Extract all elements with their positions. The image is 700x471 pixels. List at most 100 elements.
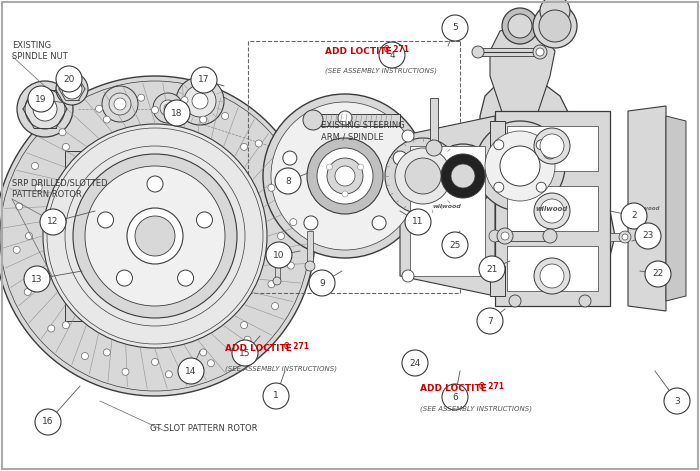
Circle shape bbox=[116, 270, 132, 286]
Text: 3: 3 bbox=[674, 397, 680, 406]
Circle shape bbox=[534, 128, 570, 164]
Circle shape bbox=[0, 76, 315, 396]
Circle shape bbox=[485, 131, 555, 201]
Circle shape bbox=[96, 105, 103, 112]
Circle shape bbox=[536, 140, 546, 150]
Circle shape bbox=[91, 254, 105, 268]
Circle shape bbox=[109, 184, 123, 198]
Bar bbox=[310, 114, 400, 126]
Bar bbox=[507, 246, 598, 291]
Circle shape bbox=[151, 106, 158, 114]
Circle shape bbox=[273, 277, 281, 285]
Circle shape bbox=[73, 184, 87, 198]
Circle shape bbox=[165, 371, 172, 378]
Circle shape bbox=[475, 121, 565, 211]
Bar bbox=[490, 121, 505, 151]
Circle shape bbox=[543, 145, 557, 159]
Circle shape bbox=[500, 146, 540, 186]
Circle shape bbox=[109, 254, 123, 268]
Circle shape bbox=[97, 212, 113, 228]
Text: ® 271: ® 271 bbox=[383, 45, 409, 54]
Text: 24: 24 bbox=[410, 358, 421, 367]
Text: 11: 11 bbox=[412, 218, 423, 227]
Circle shape bbox=[199, 349, 206, 356]
Circle shape bbox=[199, 215, 209, 225]
Circle shape bbox=[199, 116, 206, 123]
Circle shape bbox=[489, 230, 501, 242]
Circle shape bbox=[150, 179, 160, 189]
Circle shape bbox=[539, 10, 571, 42]
Text: ADD LOCTITE: ADD LOCTITE bbox=[325, 47, 392, 56]
Circle shape bbox=[109, 219, 123, 233]
Circle shape bbox=[494, 182, 504, 192]
Circle shape bbox=[405, 209, 431, 235]
Circle shape bbox=[579, 295, 591, 307]
Circle shape bbox=[73, 154, 237, 318]
Circle shape bbox=[181, 97, 188, 104]
Text: wilwood: wilwood bbox=[536, 206, 568, 212]
Circle shape bbox=[635, 223, 661, 249]
Circle shape bbox=[62, 143, 69, 150]
Circle shape bbox=[283, 151, 297, 165]
Circle shape bbox=[442, 384, 468, 410]
Circle shape bbox=[56, 73, 88, 105]
Circle shape bbox=[232, 340, 258, 366]
Circle shape bbox=[442, 232, 468, 258]
Circle shape bbox=[664, 388, 690, 414]
Circle shape bbox=[275, 168, 301, 194]
Circle shape bbox=[266, 242, 292, 268]
Circle shape bbox=[56, 66, 82, 92]
Circle shape bbox=[263, 383, 289, 409]
Circle shape bbox=[272, 302, 279, 309]
Circle shape bbox=[442, 15, 468, 41]
Text: ADD LOCTITE: ADD LOCTITE bbox=[420, 384, 487, 393]
Circle shape bbox=[509, 295, 521, 307]
Circle shape bbox=[372, 216, 386, 230]
Circle shape bbox=[385, 138, 461, 214]
Circle shape bbox=[91, 289, 105, 303]
Circle shape bbox=[540, 0, 570, 26]
Circle shape bbox=[338, 111, 352, 125]
Bar bbox=[507, 126, 598, 171]
Circle shape bbox=[533, 45, 547, 59]
Circle shape bbox=[81, 353, 88, 359]
Circle shape bbox=[197, 212, 213, 228]
Circle shape bbox=[263, 94, 427, 258]
Polygon shape bbox=[495, 111, 610, 306]
Circle shape bbox=[28, 86, 54, 112]
Bar bbox=[410, 146, 485, 276]
Text: 9: 9 bbox=[319, 278, 325, 287]
Polygon shape bbox=[65, 151, 170, 321]
Circle shape bbox=[268, 281, 275, 288]
Bar bbox=[430, 98, 438, 148]
Text: 6: 6 bbox=[452, 392, 458, 401]
Bar bbox=[275, 253, 280, 281]
Circle shape bbox=[164, 104, 172, 112]
Circle shape bbox=[327, 158, 363, 194]
Text: (SEE ASSEMBLY INSTRUCTIONS): (SEE ASSEMBLY INSTRUCTIONS) bbox=[325, 68, 437, 74]
Circle shape bbox=[494, 140, 504, 150]
Circle shape bbox=[32, 162, 38, 170]
Circle shape bbox=[178, 358, 204, 384]
Circle shape bbox=[135, 216, 175, 256]
Circle shape bbox=[207, 360, 214, 367]
Circle shape bbox=[40, 209, 66, 235]
Circle shape bbox=[33, 97, 57, 121]
Bar bbox=[463, 168, 543, 184]
Text: 25: 25 bbox=[449, 241, 461, 250]
Text: (SEE ASSEMBLY INSTRUCTIONS): (SEE ASSEMBLY INSTRUCTIONS) bbox=[225, 365, 337, 372]
Circle shape bbox=[477, 308, 503, 334]
Circle shape bbox=[73, 289, 87, 303]
Circle shape bbox=[621, 203, 647, 229]
Circle shape bbox=[508, 14, 532, 38]
Circle shape bbox=[62, 79, 82, 99]
Text: 10: 10 bbox=[273, 251, 285, 260]
Text: ADD LOCTITE: ADD LOCTITE bbox=[225, 344, 292, 353]
Circle shape bbox=[192, 93, 208, 109]
Text: 1: 1 bbox=[273, 391, 279, 400]
Circle shape bbox=[426, 140, 442, 156]
Text: 16: 16 bbox=[42, 417, 54, 427]
Text: 23: 23 bbox=[643, 232, 654, 241]
Circle shape bbox=[91, 184, 105, 198]
Circle shape bbox=[114, 98, 126, 110]
